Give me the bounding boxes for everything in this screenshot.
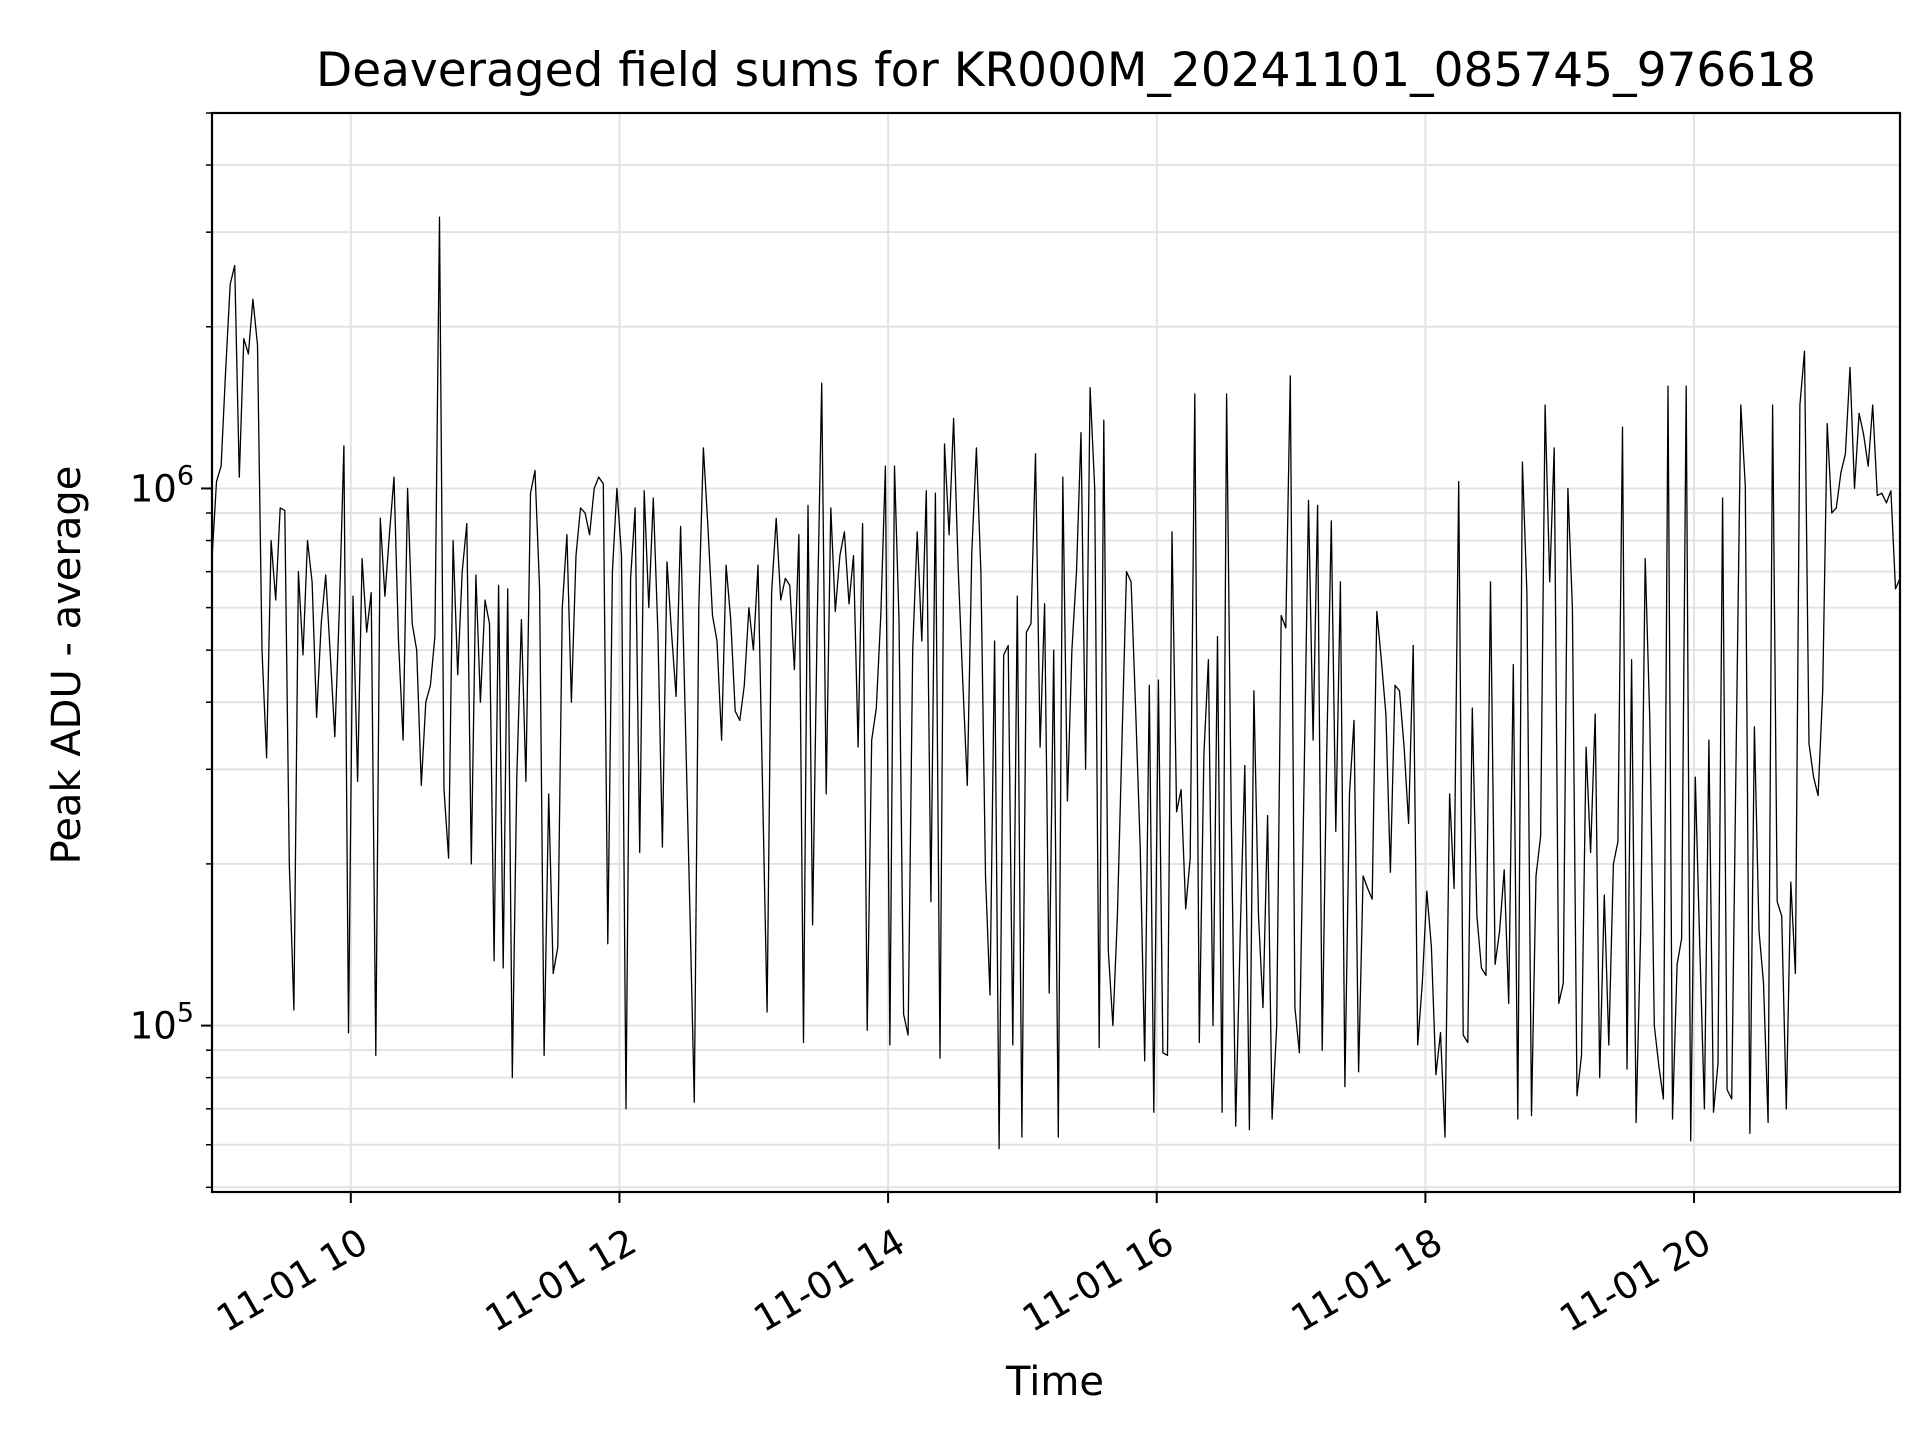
y-tick-exponent: 6	[177, 460, 194, 491]
series-line	[211, 216, 1901, 1150]
grid-lines	[212, 112, 1900, 1192]
chart-title: Deaveraged field sums for KR000M_2024110…	[316, 43, 1816, 98]
y-tick-base: 10	[130, 1005, 177, 1048]
series-group	[211, 216, 1901, 1150]
y-tick-label: 105	[130, 998, 194, 1048]
y-tick-exponent: 5	[177, 998, 194, 1029]
x-axis-label: Time	[1005, 1359, 1104, 1405]
y-tick-label: 106	[130, 460, 194, 510]
plot-frame	[210, 111, 1902, 1194]
y-axis-label: Peak ADU - average	[44, 466, 90, 865]
y-tick-base: 10	[130, 467, 177, 510]
